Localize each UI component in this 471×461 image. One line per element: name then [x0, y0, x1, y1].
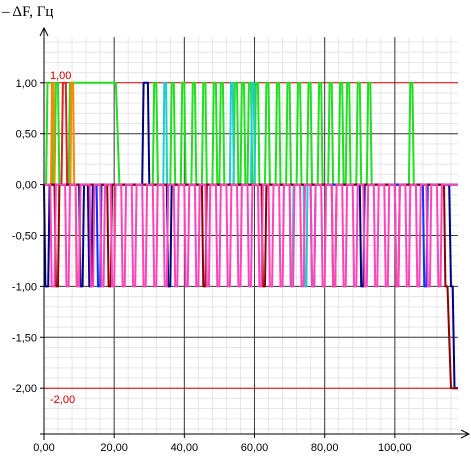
x-tick-label: 20,00 [100, 442, 128, 454]
x-tick-label: 40,00 [171, 442, 199, 454]
reference-line-label: 1,00 [50, 70, 71, 82]
y-tick-label: 1,00 [16, 78, 37, 90]
x-tick-label: 0,00 [33, 442, 54, 454]
y-tick-label: -2,00 [12, 383, 37, 395]
series-group [43, 81, 458, 390]
x-axis-arrow [460, 429, 471, 439]
y-axis-arrow [39, 26, 49, 37]
x-tick-label: 100,00 [378, 442, 412, 454]
y-tick-label: 0,00 [16, 180, 37, 192]
y-tick-label: 0,50 [16, 129, 37, 141]
y-tick-label: -1,50 [12, 332, 37, 344]
reference-line-label: -2,00 [50, 394, 75, 406]
y-tick-label: -1,00 [12, 281, 37, 293]
y-tick-labels: 1,00 0,50 0,00 -0,50 -1,00 -1,50 -2,00 [12, 78, 44, 395]
y-tick-label: -0,50 [12, 231, 37, 243]
x-tick-label: 80,00 [311, 442, 339, 454]
y-axis-label: – ΔF, Гц [1, 4, 53, 20]
x-tick-label: 60,00 [241, 442, 269, 454]
x-tick-labels: 0,00 20,00 40,00 60,00 80,00 100,00 [33, 434, 412, 454]
axes [39, 26, 471, 440]
series-line-7 [44, 183, 458, 288]
